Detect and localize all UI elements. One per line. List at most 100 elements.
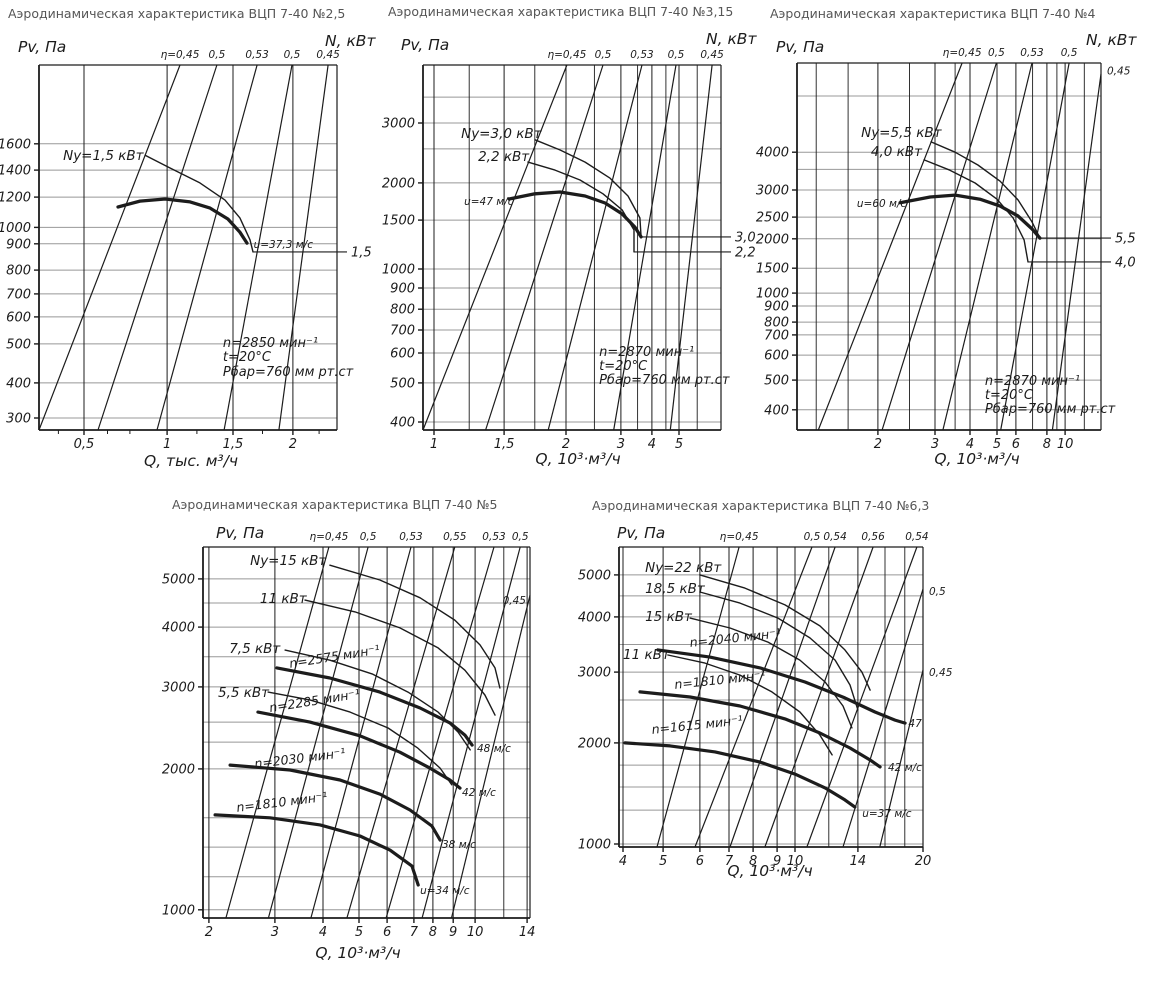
- y-tick-label: 1400: [0, 164, 31, 179]
- conditions-text: t=20°C: [985, 388, 1034, 403]
- y-tick-label: 500: [390, 376, 415, 391]
- curve-label: u=47 м/с: [464, 196, 514, 208]
- chart-title-vcp-2-5: Аэродинамическая характеристика ВЦП 7-40…: [8, 6, 346, 21]
- conditions-text: Рбар=760 мм рт.ст: [223, 365, 354, 380]
- curve-label: Ny=3,0 кВт: [461, 126, 543, 142]
- x-tick-label: 9: [773, 854, 781, 869]
- curve-label: Ny=5,5 кВт: [861, 125, 943, 141]
- curve-label: 42 м/с: [462, 787, 496, 799]
- efficiency-label: 0,53: [630, 49, 653, 61]
- y-tick-label: 600: [764, 349, 789, 364]
- chart-vcp-7-40-3-15: 3000 2000 1500 1000 900 800 700 600 500 400 1 1,5 2 3…: [382, 30, 758, 468]
- n-axis-title: N, кВт: [325, 32, 376, 50]
- x-tick-label: 8: [749, 854, 757, 869]
- pressure-curve-n2030: [228, 763, 442, 842]
- efficiency-line: [694, 546, 813, 848]
- power-value-label: 3,0: [735, 230, 756, 245]
- x-axis-title: Q, 10³·м³/ч: [727, 862, 812, 880]
- efficiency-label: 0,45: [929, 667, 953, 679]
- n-axis-title: N, кВт: [706, 30, 757, 48]
- efficiency-label: 0,5: [284, 49, 301, 61]
- power-curve-11kw: [304, 599, 496, 716]
- curve-label: Ny=15 кВт: [250, 553, 327, 569]
- efficiency-label: 0,45: [316, 49, 340, 61]
- y-tick-label: 3000: [162, 680, 195, 695]
- efficiency-line: [547, 64, 643, 431]
- pressure-curve-n2040: [656, 648, 907, 725]
- power-curve-1-5kw: [144, 154, 254, 253]
- efficiency-line: [310, 546, 412, 919]
- power-curve-15kw: [689, 617, 853, 729]
- x-tick-label: 1: [163, 437, 171, 452]
- curve-label: n=1615 мин⁻¹: [651, 712, 744, 736]
- x-tick-label: 20: [915, 854, 932, 869]
- power-curve-18-5kw: [699, 591, 859, 711]
- efficiency-label: 0,53: [245, 49, 268, 61]
- curve-label: 5,5 кВт: [218, 685, 270, 701]
- efficiency-line: [97, 64, 218, 431]
- y-tick-label: 4000: [578, 610, 611, 625]
- pressure-curve-n2285: [256, 710, 462, 790]
- x-tick-label: 6: [1012, 437, 1020, 452]
- efficiency-line: [942, 62, 1033, 431]
- x-tick-label: 2: [289, 437, 297, 452]
- efficiency-label: 0,5: [512, 531, 529, 543]
- efficiency-line: [278, 64, 329, 431]
- y-tick-label: 600: [6, 310, 31, 325]
- curve-label: 11 кВт: [623, 647, 671, 663]
- efficiency-label: 0,54: [905, 531, 928, 543]
- y-tick-label: 400: [6, 376, 31, 391]
- pressure-curve-n2575: [275, 666, 474, 747]
- pressure-curve-n1615: [623, 741, 857, 809]
- x-tick-label: 4: [966, 437, 974, 452]
- x-tick-label: 0,5: [74, 437, 95, 452]
- efficiency-line: [764, 546, 874, 848]
- curve-label: n=1810 мин⁻¹: [674, 667, 767, 691]
- curve-label: 18,5 кВт: [645, 581, 706, 597]
- x-tick-label: 2: [874, 437, 882, 452]
- conditions-text: t=20°C: [599, 359, 648, 374]
- efficiency-label: 0,53: [399, 531, 422, 543]
- y-tick-label: 800: [390, 303, 415, 318]
- efficiency-line: [156, 64, 258, 431]
- x-tick-label: 1,5: [223, 437, 244, 452]
- x-axis-title: Q, 10³·м³/ч: [315, 944, 400, 962]
- pressure-curve: [116, 197, 249, 245]
- y-tick-label: 4000: [162, 621, 195, 636]
- efficiency-line: [225, 546, 330, 919]
- x-tick-label: 10: [467, 925, 484, 940]
- power-curve-7-5kw: [284, 649, 471, 751]
- efficiency-label: 0,5: [595, 49, 612, 61]
- y-tick-label: 900: [390, 282, 415, 297]
- y-tick-label: 2000: [756, 232, 789, 247]
- y-tick-label: 900: [764, 300, 789, 315]
- curve-label: 38 м/с: [442, 839, 476, 851]
- curve-label: Ny=1,5 кВт: [63, 148, 145, 164]
- efficiency-label: η=0,45: [161, 49, 200, 61]
- power-curve-3-0kw: [534, 139, 642, 238]
- y-tick-label: 2000: [162, 762, 195, 777]
- efficiency-line: [881, 62, 997, 431]
- y-axis-title: Pv, Па: [617, 524, 665, 542]
- pressure-curve: [507, 190, 643, 239]
- conditions-text: n=2870 мин⁻¹: [599, 345, 694, 360]
- efficiency-label: 0,54: [823, 531, 846, 543]
- x-tick-label: 10: [1057, 437, 1074, 452]
- y-tick-label: 1200: [0, 191, 31, 206]
- efficiency-label: η=0,45: [720, 531, 759, 543]
- power-curve-5-5kw: [267, 691, 453, 786]
- y-tick-label: 2000: [578, 736, 611, 751]
- efficiency-line: [422, 64, 568, 431]
- curve-label: n=1810 мин⁻¹: [236, 789, 329, 815]
- y-tick-label: 1500: [756, 262, 789, 277]
- conditions-text: n=2870 мин⁻¹: [985, 374, 1080, 389]
- curve-label: u=37,3 м/с: [254, 239, 314, 251]
- efficiency-label: 0,5: [929, 586, 946, 598]
- x-tick-label: 14: [519, 925, 536, 940]
- pressure-curve-n1810: [638, 690, 882, 769]
- efficiency-line: [879, 669, 924, 848]
- y-tick-label: 700: [6, 287, 31, 302]
- y-tick-label: 1500: [382, 214, 415, 229]
- curve-label: u=37 м/с: [862, 808, 912, 820]
